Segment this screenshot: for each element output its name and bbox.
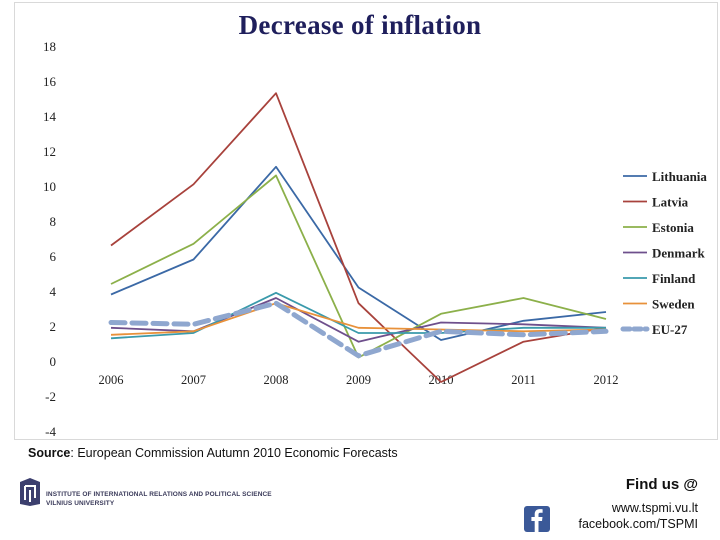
source-label: Source (28, 446, 71, 460)
x-tick-label: 2009 (346, 373, 371, 387)
y-tick-label: 16 (43, 74, 57, 89)
facebook-link[interactable]: facebook.com/TSPMI (578, 517, 699, 531)
source-note: Source: European Commission Autumn 2010 … (28, 446, 398, 460)
legend-label-eu-27: EU-27 (652, 322, 688, 337)
y-tick-label: 12 (43, 144, 56, 159)
series-line-sweden (110, 302, 607, 336)
website-link[interactable]: www.tspmi.vu.lt (611, 501, 698, 515)
y-tick-label: 14 (43, 109, 57, 124)
y-tick-label: 10 (43, 179, 56, 194)
x-tick-label: 2007 (181, 373, 206, 387)
legend-label-sweden: Sweden (652, 297, 695, 312)
series-line-lithuania (110, 165, 607, 341)
chart-title: Decrease of inflation (238, 10, 482, 40)
series-line-latvia (110, 92, 607, 383)
series-line-eu-27 (108, 300, 609, 359)
series-line-finland (110, 291, 606, 340)
source-text: : European Commission Autumn 2010 Econom… (70, 446, 398, 460)
institute-logo (20, 478, 40, 506)
x-tick-label: 2012 (594, 373, 619, 387)
y-tick-label: -4 (45, 424, 56, 439)
y-tick-label: 18 (43, 39, 56, 54)
legend-label-latvia: Latvia (652, 195, 689, 210)
y-tick-label: 6 (50, 249, 57, 264)
y-tick-label: 0 (50, 354, 57, 369)
x-tick-label: 2008 (264, 373, 289, 387)
legend-label-denmark: Denmark (652, 246, 705, 261)
chart-frame (14, 2, 718, 440)
inflation-line-chart: 18 16 14 12 10 8 6 4 2 0 -2 -4 2006 2007 2008 2009 2010 2… (43, 39, 707, 439)
x-tick-label: 2010 (429, 373, 454, 387)
x-tick-label: 2011 (511, 373, 536, 387)
facebook-icon[interactable] (524, 506, 550, 532)
y-tick-label: 8 (50, 214, 57, 229)
legend-label-finland: Finland (652, 271, 696, 286)
legend-label-estonia: Estonia (652, 220, 694, 235)
y-tick-label: 4 (50, 284, 57, 299)
find-us-label: Find us @ (625, 476, 698, 493)
legend-label-lithuania: Lithuania (652, 169, 707, 184)
institute-name: INSTITUTE OF INTERNATIONAL RELATIONS AND… (46, 491, 272, 507)
contact-block: www.tspmi.vu.lt facebook.com/TSPMI (579, 500, 699, 532)
x-tick-label: 2006 (99, 373, 124, 387)
y-tick-label: -2 (45, 389, 56, 404)
y-tick-label: 2 (50, 319, 57, 334)
